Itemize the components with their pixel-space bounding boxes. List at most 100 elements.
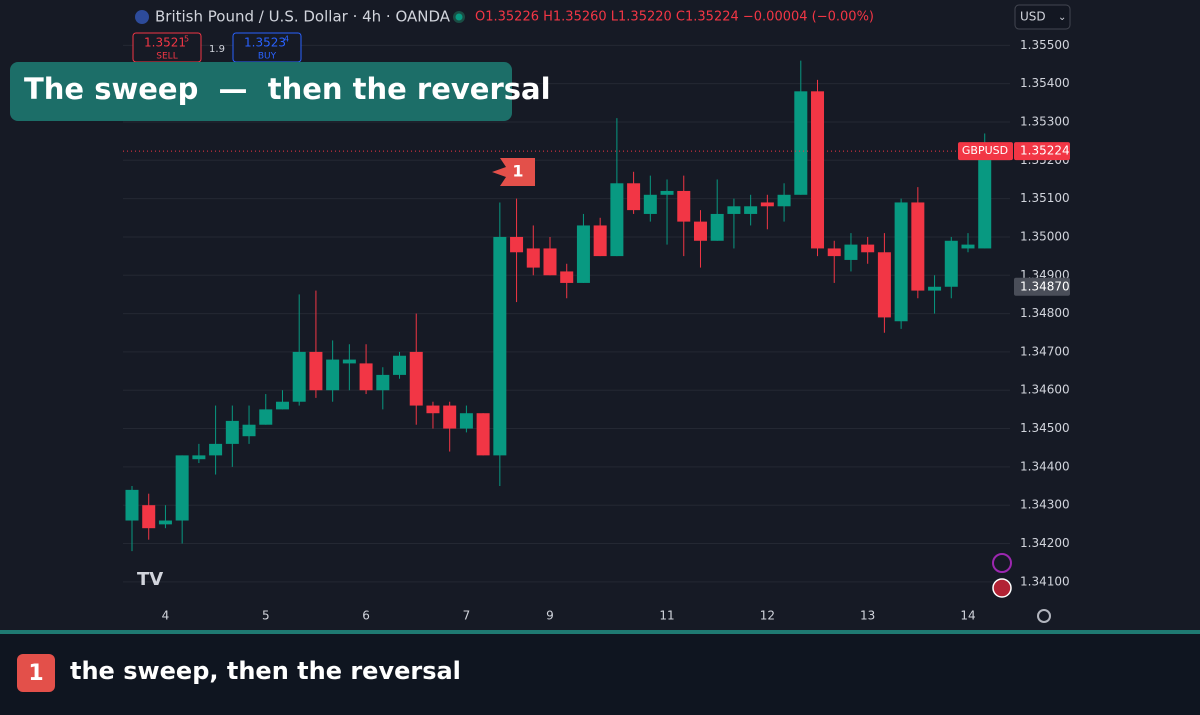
x-tick-label: 11 <box>659 609 674 623</box>
candle-body <box>409 351 423 406</box>
candle-body <box>443 405 457 429</box>
caption-text: the sweep, then the reversal <box>70 657 461 685</box>
events-icon[interactable] <box>992 553 1012 573</box>
candle-body <box>526 248 540 268</box>
currency-label: USD <box>1020 10 1046 24</box>
candle-body <box>928 286 942 291</box>
candle-body <box>610 183 624 257</box>
banner <box>10 62 512 121</box>
price-tag-label: 1.34870 <box>1020 279 1070 293</box>
candle-body <box>393 355 407 375</box>
candle-body <box>710 213 724 241</box>
y-tick-label: 1.35400 <box>1020 76 1070 90</box>
symbol-flag <box>135 10 149 24</box>
candle-body <box>125 489 139 521</box>
y-tick-label: 1.35000 <box>1020 229 1070 243</box>
y-tick-label: 1.34800 <box>1020 306 1070 320</box>
logo: TV <box>137 569 163 590</box>
symbol-title: British Pound / U.S. Dollar · 4h · OANDA <box>155 8 451 26</box>
candle-body <box>158 520 172 525</box>
y-tick-label: 1.34700 <box>1020 344 1070 358</box>
sell-label: SELL <box>156 52 177 62</box>
y-tick-label: 1.35500 <box>1020 38 1070 52</box>
price-tag <box>1014 142 1070 161</box>
caption-bar <box>0 634 1200 715</box>
settings-icon[interactable] <box>1037 609 1051 623</box>
candle-body <box>426 405 440 414</box>
x-tick-label: 14 <box>960 609 975 623</box>
price-axis: 1.34100 1.34200 1.34300 1.34400 1.34500 1.346… <box>162 38 1070 623</box>
candle-body <box>326 359 340 391</box>
candle-body <box>760 202 774 207</box>
y-tick-label: 1.34400 <box>1020 459 1070 473</box>
candle-body <box>777 194 791 207</box>
candle-body <box>359 363 373 391</box>
candle-body <box>677 190 691 222</box>
candle-body <box>225 420 239 444</box>
candle-body <box>827 248 841 257</box>
candle-body <box>727 206 741 214</box>
currency-select[interactable] <box>1014 4 1071 30</box>
y-tick-label: 1.35300 <box>1020 114 1070 128</box>
symbol-tag <box>958 142 1013 161</box>
candle-body <box>794 91 808 195</box>
candle-body <box>911 202 925 291</box>
candle-body <box>476 413 490 456</box>
candle-body <box>961 244 975 249</box>
caption-badge <box>17 654 55 692</box>
buy-price: 1.3523 <box>244 36 286 50</box>
candle-body <box>292 351 306 402</box>
ohlc-readout: O1.35226 H1.35260 L1.35220 C1.35224 −0.0… <box>475 10 874 25</box>
marker-number: 1 <box>512 162 523 181</box>
candle-body <box>209 443 223 456</box>
candle-body <box>376 374 390 391</box>
economic-icon[interactable] <box>992 578 1012 598</box>
x-tick-label: 5 <box>262 609 270 623</box>
candle-body <box>142 505 156 529</box>
candle-body <box>275 401 289 410</box>
grid <box>123 44 1010 583</box>
spread: 1.9 <box>209 44 225 55</box>
candle-body <box>175 455 189 521</box>
marker-flag <box>492 158 535 186</box>
candle-body <box>560 271 574 283</box>
candle-body <box>660 190 674 195</box>
y-tick-label: 1.34600 <box>1020 383 1070 397</box>
caption-number: 1 <box>28 661 43 686</box>
candle-body <box>894 202 908 322</box>
candle-body <box>811 91 825 249</box>
x-tick-label: 6 <box>362 609 370 623</box>
candle-body <box>643 194 657 214</box>
candle-body <box>693 221 707 241</box>
sell-price: 1.3521 <box>144 36 186 50</box>
x-tick-label: 9 <box>546 609 554 623</box>
price-tag <box>1014 277 1070 296</box>
divider <box>0 630 1200 634</box>
candles <box>123 60 1013 552</box>
candle-body <box>844 244 858 260</box>
dropdown-arrow: ⌄ <box>1058 12 1066 23</box>
y-tick-label: 1.34300 <box>1020 498 1070 512</box>
buy-pip: 4 <box>284 35 289 44</box>
banner-text: The sweep — then the reversal <box>24 72 551 106</box>
candle-body <box>944 240 958 287</box>
candle-body <box>242 424 256 437</box>
sell-pip: 5 <box>184 35 189 44</box>
candle-body <box>576 225 590 283</box>
symbol-tag-label: GBPUSD <box>962 144 1008 157</box>
candle-body <box>309 351 323 391</box>
candle-body <box>744 206 758 214</box>
candle-body <box>593 225 607 257</box>
candle-body <box>978 151 992 249</box>
candle-body <box>259 409 273 425</box>
candle-body <box>493 236 507 456</box>
candle-body <box>877 252 891 318</box>
x-tick-label: 13 <box>860 609 875 623</box>
candle-body <box>861 244 875 253</box>
y-tick-label: 1.34200 <box>1020 536 1070 550</box>
candle-body <box>627 183 641 211</box>
candle-body <box>459 413 473 429</box>
buy-label: BUY <box>258 52 277 62</box>
